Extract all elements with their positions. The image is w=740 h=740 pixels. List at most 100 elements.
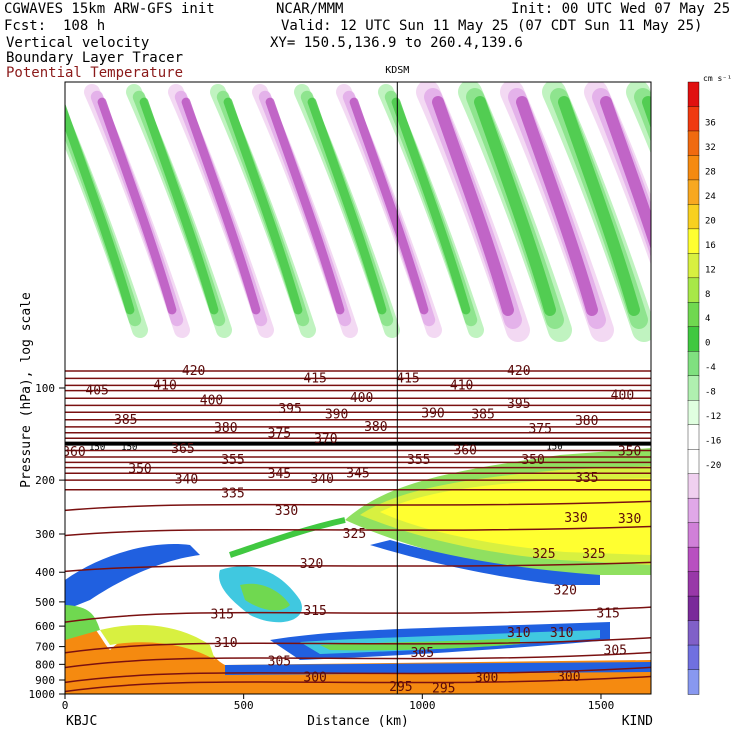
colorbar-swatch bbox=[687, 546, 700, 573]
theta-contour-label: 415 bbox=[396, 371, 419, 386]
field-potential-temperature: Potential Temperature bbox=[6, 65, 184, 81]
theta-contour-label: 150 bbox=[546, 442, 562, 452]
x-tick-label: 0 bbox=[62, 699, 69, 712]
vertical-velocity-streak bbox=[432, 96, 514, 316]
theta-contour-label: 380 bbox=[364, 420, 387, 435]
theta-contour-label: 350 bbox=[618, 444, 641, 459]
theta-contour-label: 380 bbox=[575, 414, 598, 429]
theta-contour-label: 335 bbox=[575, 471, 598, 486]
theta-contour-label: 320 bbox=[300, 557, 323, 572]
theta-contour-label: 350 bbox=[521, 453, 544, 468]
x-tick-label: 500 bbox=[234, 699, 254, 712]
theta-contour bbox=[65, 636, 651, 654]
theta-contour-label: 400 bbox=[200, 394, 223, 409]
vertical-velocity-streak bbox=[139, 97, 219, 315]
field-boundary-layer-tracer: Boundary Layer Tracer bbox=[6, 50, 184, 66]
vertical-velocity-field: 420 420 415 415 410 410 405 400 400 400 395 395 390 3… bbox=[65, 82, 651, 696]
colorbar-tick-label: -8 bbox=[705, 388, 716, 398]
theta-contour-label: 385 bbox=[114, 413, 137, 428]
colorbar-tick-label: -20 bbox=[705, 461, 721, 471]
colorbar-swatch bbox=[687, 449, 700, 475]
y-tick-label: 500 bbox=[35, 596, 55, 609]
theta-contour-label: 305 bbox=[604, 644, 627, 659]
theta-contour-label: 315 bbox=[210, 607, 233, 622]
theta-contour-label: 355 bbox=[407, 453, 430, 468]
field-vertical-velocity: Vertical velocity bbox=[6, 35, 150, 51]
vertical-velocity-streak bbox=[181, 97, 261, 315]
y-tick-label: 700 bbox=[35, 641, 55, 654]
y-tick-label: 200 bbox=[35, 474, 55, 487]
theta-contour-label: 340 bbox=[311, 472, 334, 487]
theta-contour bbox=[65, 651, 651, 669]
colorbar-swatch bbox=[687, 473, 700, 499]
marker-station-label: KDSM bbox=[385, 65, 409, 76]
colorbar-units: cm s⁻¹ bbox=[703, 74, 732, 83]
theta-contour-label: 355 bbox=[221, 453, 244, 468]
theta-contour-label: 315 bbox=[596, 607, 619, 622]
theta-contour-label: 335 bbox=[221, 486, 244, 501]
x-axis-title: Distance (km) bbox=[307, 714, 409, 729]
theta-contour-label: 410 bbox=[153, 378, 176, 393]
colorbar-swatch bbox=[687, 644, 700, 671]
colorbar-swatch bbox=[687, 351, 700, 377]
theta-contour-label: 410 bbox=[450, 378, 473, 393]
theta-contour bbox=[65, 606, 651, 623]
theta-contour-label: 420 bbox=[507, 364, 530, 379]
y-tick-label: 400 bbox=[35, 566, 55, 579]
colorbar-tick-label: 36 bbox=[705, 118, 716, 128]
theta-contour-label: 325 bbox=[532, 547, 555, 562]
vertical-velocity-streak bbox=[516, 96, 598, 316]
colorbar-swatch bbox=[687, 669, 700, 695]
y-axis-title: Pressure (hPa), log scale bbox=[19, 292, 34, 488]
colorbar-swatch bbox=[687, 302, 700, 328]
theta-contour-label: 390 bbox=[325, 407, 348, 422]
theta-contour-label: 350 bbox=[128, 462, 151, 477]
theta-contour bbox=[65, 675, 651, 693]
theta-contour bbox=[65, 561, 651, 573]
colorbar-tick-label: 8 bbox=[705, 290, 710, 300]
theta-contour-label: 360 bbox=[453, 443, 476, 458]
left-station-label: KBJC bbox=[66, 714, 97, 729]
theta-contour-label: 305 bbox=[268, 655, 291, 670]
theta-contour-label: 320 bbox=[554, 584, 577, 599]
theta-contour-label: 375 bbox=[268, 427, 291, 442]
colorbar-tick-label: 32 bbox=[705, 143, 716, 153]
colorbar-swatch bbox=[687, 81, 700, 108]
theta-contour-label: 295 bbox=[432, 681, 455, 696]
colorbar-tick-label: 4 bbox=[705, 314, 710, 324]
colorbar-swatch bbox=[687, 253, 700, 279]
y-tick-label: 600 bbox=[35, 620, 55, 633]
theta-contour-label: 330 bbox=[618, 512, 641, 527]
theta-contour-label: 310 bbox=[550, 626, 573, 641]
colorbar-tick-label: 12 bbox=[705, 265, 716, 275]
vertical-velocity-streak bbox=[600, 96, 651, 250]
theta-contour-label: 330 bbox=[564, 511, 587, 526]
theta-contour-label: 325 bbox=[343, 527, 366, 542]
colorbar-tick-label: 0 bbox=[705, 339, 710, 349]
theta-contour-label: 375 bbox=[528, 422, 551, 437]
theta-contour-label: 315 bbox=[303, 604, 326, 619]
vertical-velocity-streak bbox=[391, 97, 471, 315]
colorbar-swatch bbox=[687, 595, 700, 622]
theta-contour-label: 295 bbox=[389, 680, 412, 695]
colorbar-swatch bbox=[687, 155, 700, 181]
vertical-velocity-streak bbox=[65, 102, 135, 315]
theta-contour-label: 400 bbox=[611, 389, 634, 404]
colorbar-tick-label: 24 bbox=[705, 192, 716, 202]
vertical-velocity-streak bbox=[265, 97, 345, 315]
colorbar-swatch bbox=[687, 375, 700, 401]
colorbar-swatch bbox=[687, 277, 700, 304]
y-tick-label: 900 bbox=[35, 674, 55, 687]
theta-contour-label: 305 bbox=[411, 646, 434, 661]
colorbar-swatch bbox=[687, 400, 700, 426]
colorbar-swatch bbox=[687, 106, 700, 132]
forecast-hour: Fcst: 108 h bbox=[4, 18, 106, 34]
y-tick-label: 100 bbox=[35, 382, 55, 395]
theta-contour-label: 300 bbox=[475, 671, 498, 686]
colorbar-swatch bbox=[687, 424, 700, 450]
vertical-velocity-streak bbox=[634, 88, 651, 143]
y-tick-label: 1000 bbox=[29, 688, 56, 701]
theta-contour bbox=[65, 666, 651, 684]
colorbar-tick-label: -12 bbox=[705, 412, 721, 422]
